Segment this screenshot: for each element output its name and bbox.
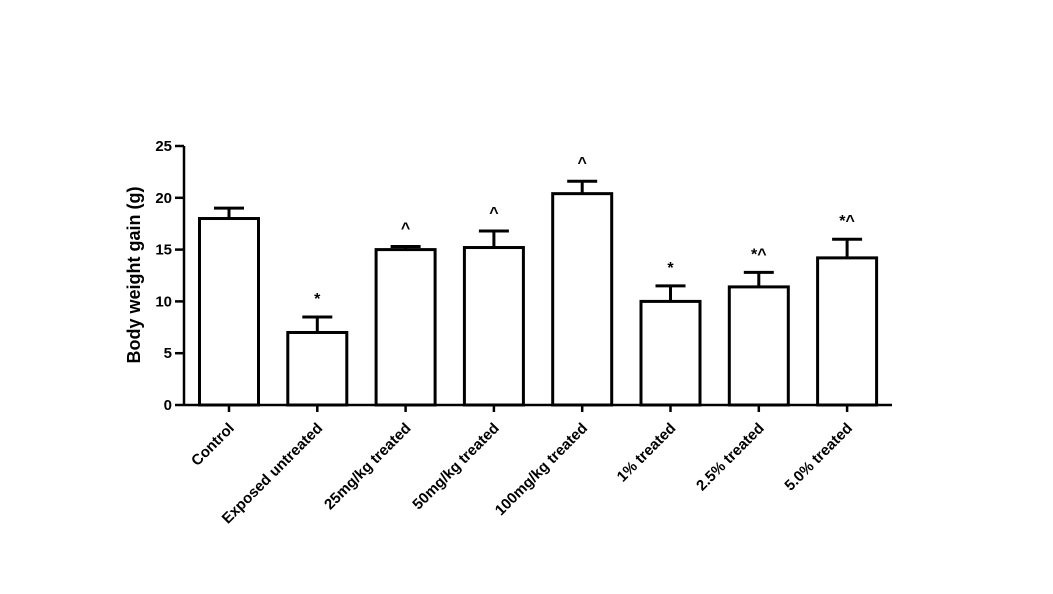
bar xyxy=(727,285,790,407)
significance-mark: ^ xyxy=(401,220,410,237)
x-tick-label: Control xyxy=(188,420,238,470)
y-axis: 0 5 10 15 20 25 xyxy=(155,138,186,414)
x-tick-label: 50mg/kg treated xyxy=(409,420,502,513)
y-tick-label: 0 xyxy=(164,397,172,414)
significance-mark: *^ xyxy=(751,246,767,263)
bar xyxy=(286,330,349,407)
x-tick-label: 2.5% treated xyxy=(693,420,768,495)
y-tick-label: 25 xyxy=(155,138,172,155)
significance-mark: *^ xyxy=(839,213,855,230)
significance-mark: * xyxy=(667,260,674,277)
significance-mark: ^ xyxy=(489,205,498,222)
bar xyxy=(551,192,614,407)
x-tick-label: 100mg/kg treated xyxy=(492,420,591,519)
significance-mark: * xyxy=(314,291,321,308)
x-tick-label: 25mg/kg treated xyxy=(321,420,414,513)
bar xyxy=(639,299,702,407)
y-tick-label: 5 xyxy=(164,345,172,362)
x-tick-label: 1% treated xyxy=(614,420,680,486)
annotations-group: *^^^**^*^ xyxy=(314,155,855,308)
y-tick-label: 15 xyxy=(155,242,172,259)
bars-group xyxy=(198,192,879,407)
bar xyxy=(374,248,437,407)
error-bars-group xyxy=(214,179,863,333)
bar xyxy=(816,256,879,407)
y-tick-label: 10 xyxy=(155,293,172,310)
bar xyxy=(198,217,260,407)
bar xyxy=(462,246,525,407)
x-tick-label: Exposed untreated xyxy=(219,420,327,528)
x-tick-label: 5.0% treated xyxy=(781,420,856,495)
significance-mark: ^ xyxy=(578,155,587,172)
y-axis-title: Body weight gain (g) xyxy=(124,187,144,364)
y-tick-label: 20 xyxy=(155,190,172,207)
